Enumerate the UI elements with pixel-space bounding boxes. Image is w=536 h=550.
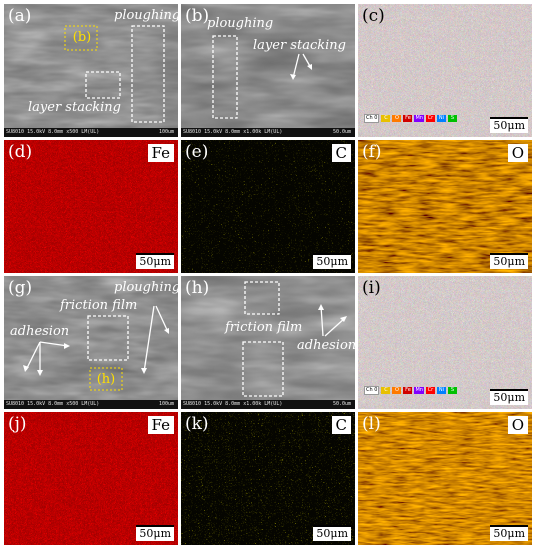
legend-chip: Fe	[403, 386, 413, 394]
legend-chip: Mn	[414, 114, 424, 122]
scale-bar: 50μm	[490, 389, 528, 405]
panel-d-fe-map: (d) Fe 50μm	[4, 140, 178, 273]
panel-label: (i)	[362, 278, 381, 298]
legend-chip: Ch 0	[364, 385, 380, 395]
legend-chip: Ni	[436, 386, 446, 394]
annotation-adhesion: adhesion	[10, 324, 70, 339]
panel-i-eds-overlay: (i) Ch 0 C O Fe Mn Cr Ni S 50μm	[358, 276, 532, 409]
sem-info-bar: SU8010 15.0kV 8.0mm x500 LM(UL) 100um	[4, 128, 178, 137]
scale-bar: 50μm	[490, 253, 528, 269]
inset-label: (h)	[96, 372, 116, 387]
panel-f-o-map: (f) O 50μm	[358, 140, 532, 273]
annotation-friction-film: friction film	[60, 298, 138, 313]
legend-chip: C	[381, 114, 391, 122]
panel-c-eds-overlay: (c) Ch 0 C O Fe Mn Cr Ni S 50μm	[358, 4, 532, 137]
sem-parameters: SU8010 15.0kV 8.0mm x500 LM(UL)	[6, 401, 100, 407]
panel-h-sem: (h) friction film adhesion SU8010 15.0kV…	[181, 276, 355, 409]
panel-label: (f)	[362, 142, 382, 162]
sem-scale: 50.0um	[332, 401, 351, 407]
sem-texture	[181, 4, 355, 137]
scale-bar: 50μm	[490, 117, 528, 133]
panel-label: (l)	[362, 414, 381, 434]
element-legend: Ch 0 C O Fe Mn Cr Ni S	[364, 385, 457, 395]
sem-scale: 100um	[158, 129, 174, 135]
annotation-ploughing: ploughing	[114, 8, 178, 23]
scale-bar: 50μm	[136, 525, 174, 541]
annotation-ploughing: ploughing	[207, 16, 274, 31]
eds-c-map	[181, 412, 355, 545]
element-legend: Ch 0 C O Fe Mn Cr Ni S	[364, 113, 457, 123]
panel-e-c-map: (e) C 50μm	[181, 140, 355, 273]
panel-label: (a)	[8, 6, 32, 26]
legend-chip: S	[447, 386, 457, 394]
legend-chip: O	[392, 386, 402, 394]
legend-chip: Ni	[436, 114, 446, 122]
legend-chip: Fe	[403, 114, 413, 122]
panel-j-fe-map: (j) Fe 50μm	[4, 412, 178, 545]
panel-label: (g)	[8, 278, 33, 298]
panel-a-sem: (a) (b) ploughing layer stacking SU8010 …	[4, 4, 178, 137]
annotation-layer-stacking: layer stacking	[28, 100, 121, 115]
legend-chip: Cr	[425, 386, 435, 394]
legend-chip: C	[381, 386, 391, 394]
panel-label: (j)	[8, 414, 27, 434]
panel-label: (e)	[185, 142, 209, 162]
panel-l-o-map: (l) O 50μm	[358, 412, 532, 545]
panel-g-sem: (g) friction film ploughing adhesion (h)…	[4, 276, 178, 409]
legend-chip: Cr	[425, 114, 435, 122]
legend-chip: Ch 0	[364, 113, 380, 123]
panel-label: (k)	[185, 414, 209, 434]
sem-parameters: SU8010 15.0kV 8.0mm x500 LM(UL)	[6, 129, 100, 135]
element-label: O	[507, 144, 528, 162]
legend-chip: S	[447, 114, 457, 122]
panel-label: (c)	[362, 6, 385, 26]
sem-info-bar: SU8010 15.0kV 8.0mm x1.00k LM(UL) 50.0um	[181, 400, 355, 409]
sem-parameters: SU8010 15.0kV 8.0mm x1.00k LM(UL)	[183, 129, 283, 135]
scale-bar: 50μm	[313, 525, 351, 541]
eds-fe-map	[4, 412, 178, 545]
scale-bar: 50μm	[490, 525, 528, 541]
panel-k-c-map: (k) C 50μm	[181, 412, 355, 545]
inset-label: (b)	[72, 30, 92, 45]
scale-bar: 50μm	[313, 253, 351, 269]
sem-scale: 50.0um	[332, 129, 351, 135]
element-label: C	[331, 144, 351, 162]
annotation-adhesion: adhesion	[297, 338, 355, 353]
scale-bar: 50μm	[136, 253, 174, 269]
sem-info-bar: SU8010 15.0kV 8.0mm x500 LM(UL) 100um	[4, 400, 178, 409]
annotation-friction-film: friction film	[225, 320, 303, 335]
eds-fe-map	[4, 140, 178, 273]
sem-scale: 100um	[158, 401, 174, 407]
eds-o-map	[358, 412, 532, 545]
panel-b-sem: (b) ploughing layer stacking SU8010 15.0…	[181, 4, 355, 137]
panel-label: (d)	[8, 142, 33, 162]
sem-parameters: SU8010 15.0kV 8.0mm x1.00k LM(UL)	[183, 401, 283, 407]
sem-info-bar: SU8010 15.0kV 8.0mm x1.00k LM(UL) 50.0um	[181, 128, 355, 137]
element-label: Fe	[147, 416, 174, 434]
legend-chip: Mn	[414, 386, 424, 394]
element-label: Fe	[147, 144, 174, 162]
eds-c-map	[181, 140, 355, 273]
annotation-layer-stacking: layer stacking	[253, 38, 346, 53]
panel-label: (b)	[185, 6, 210, 26]
panel-label: (h)	[185, 278, 210, 298]
element-label: O	[507, 416, 528, 434]
eds-o-map	[358, 140, 532, 273]
element-label: C	[331, 416, 351, 434]
legend-chip: O	[392, 114, 402, 122]
annotation-ploughing: ploughing	[114, 280, 178, 295]
